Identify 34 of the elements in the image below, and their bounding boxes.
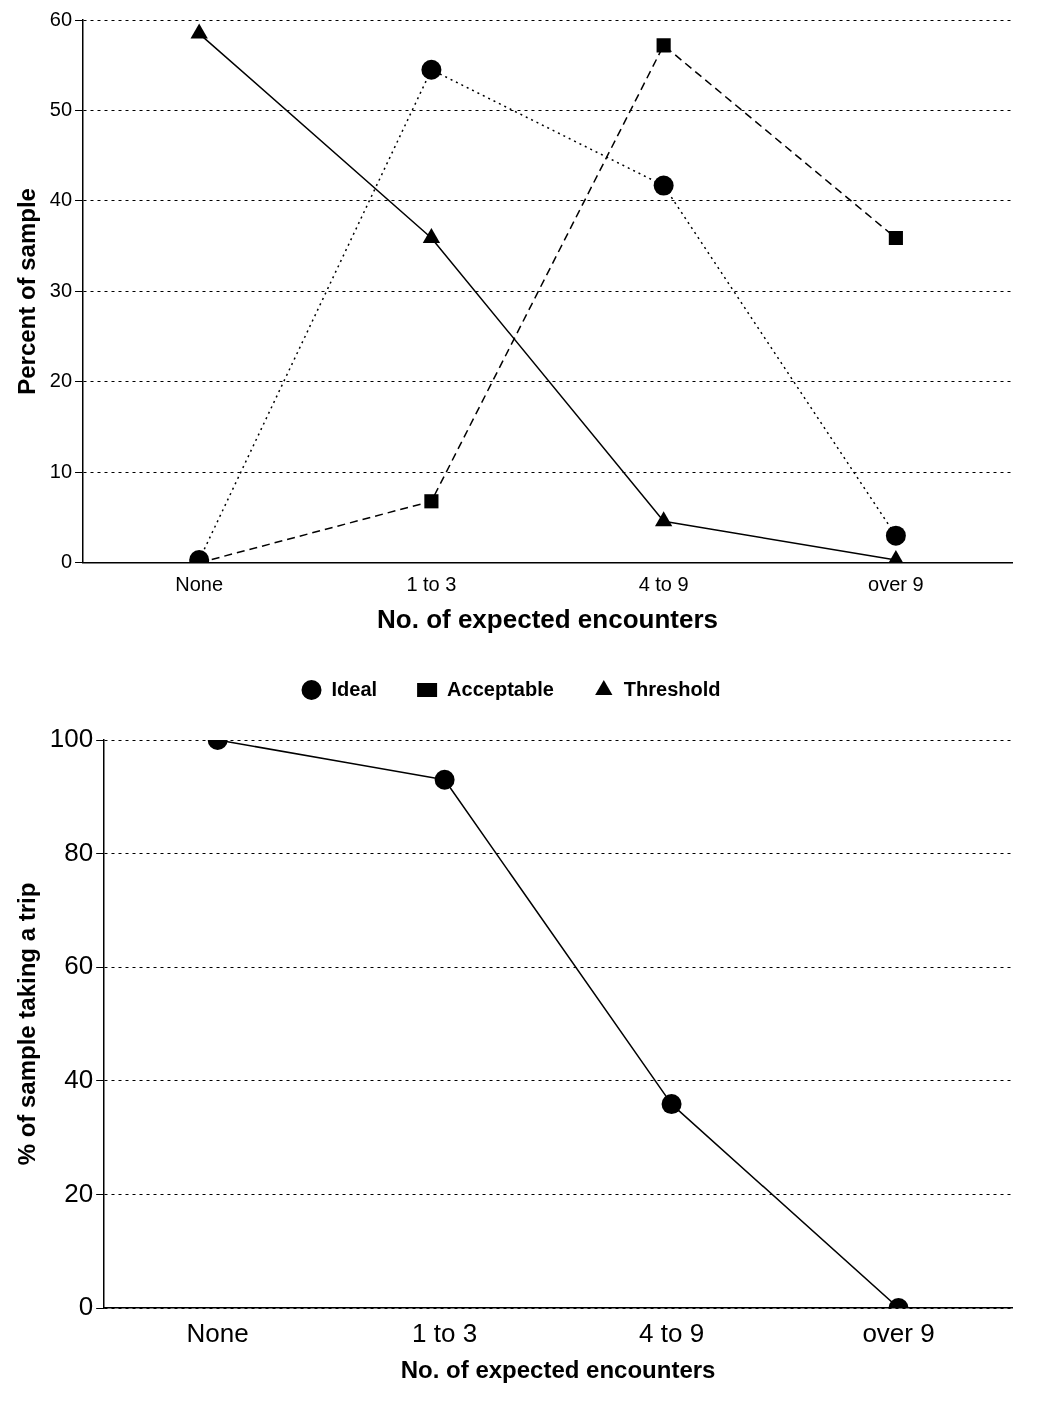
- point: [421, 59, 442, 80]
- x-axis-title: No. of expected encounters: [400, 1356, 716, 1384]
- point: [653, 175, 674, 196]
- x-tick-label: None: [186, 1317, 249, 1348]
- y-tick-label: 50: [49, 97, 73, 120]
- y-tick-label: 30: [49, 278, 73, 301]
- y-tick-label: 20: [49, 369, 73, 392]
- y-tick-label: 60: [49, 7, 73, 30]
- point: [654, 511, 673, 527]
- x-axis-title: No. of expected encounters: [377, 603, 719, 634]
- x-tick-label: over 9: [862, 1317, 935, 1348]
- x-tick-label: over 9: [868, 573, 924, 596]
- x-tick-label: 1 to 3: [412, 1317, 478, 1348]
- y-tick-label: 0: [60, 550, 73, 573]
- y-tick-label: 100: [49, 723, 94, 754]
- point: [422, 228, 441, 244]
- y-axis-title: % of sample taking a trip: [13, 882, 41, 1166]
- legend-label: Ideal: [331, 677, 378, 700]
- y-axis-title: Percent of sample: [13, 188, 41, 395]
- y-tick-label: 10: [49, 459, 73, 482]
- x-tick-label: 4 to 9: [638, 573, 689, 596]
- legend-label: Threshold: [623, 677, 721, 700]
- y-tick-label: 60: [64, 950, 94, 981]
- point: [888, 230, 903, 246]
- legend-label: Acceptable: [447, 677, 554, 700]
- y-tick-label: 20: [64, 1177, 94, 1208]
- x-tick-label: None: [175, 573, 224, 596]
- x-tick-label: 1 to 3: [406, 573, 457, 596]
- y-tick-label: 0: [78, 1291, 94, 1322]
- x-tick-label: 4 to 9: [639, 1317, 705, 1348]
- point: [656, 38, 671, 53]
- y-tick-label: 40: [64, 1063, 94, 1094]
- y-tick-label: 40: [49, 188, 73, 211]
- y-tick-label: 80: [64, 836, 94, 867]
